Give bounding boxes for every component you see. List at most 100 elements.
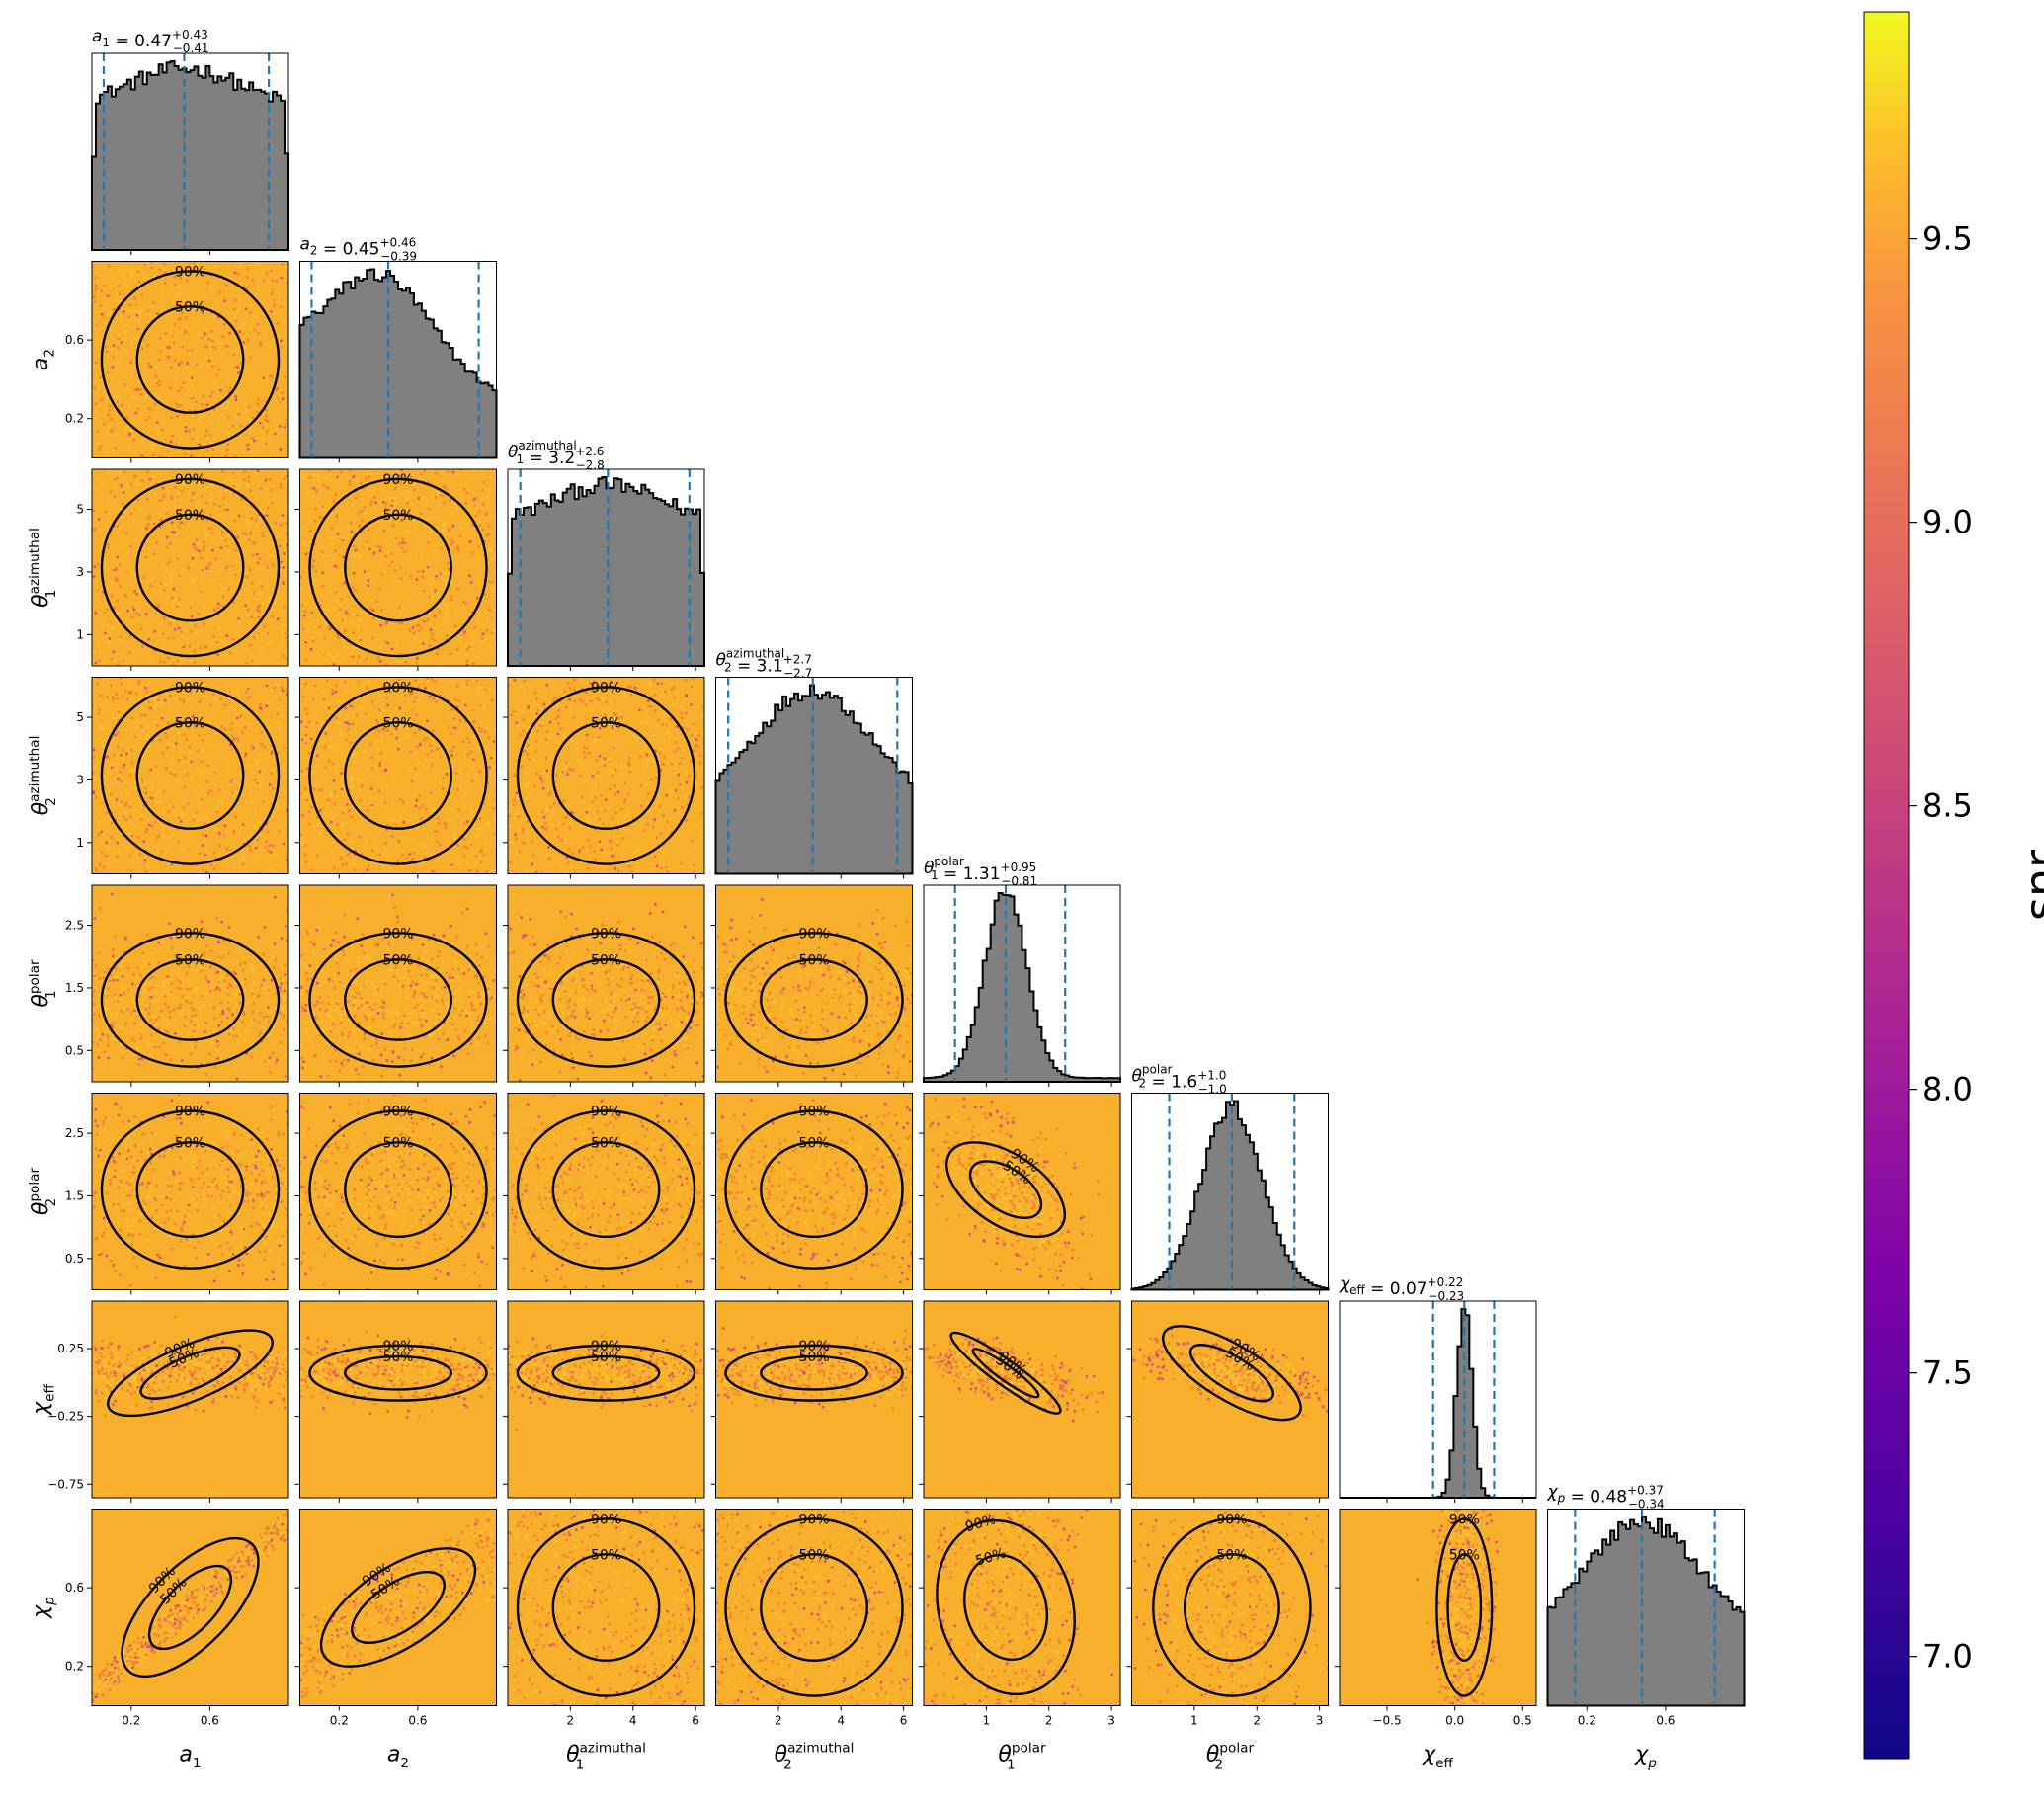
scatter-point [303,737,307,741]
scatter-point [255,525,259,528]
scatter-point [585,811,589,814]
scatter-point [492,765,496,768]
scatter-point [477,615,481,617]
scatter-point [159,519,162,523]
scatter-point [274,432,277,436]
scatter-point [492,692,496,696]
scatter-point [515,796,519,800]
scatter-point [264,478,268,482]
scatter-point [95,363,99,367]
scatter-point [247,532,251,535]
scatter-point [462,600,465,604]
scatter-point [323,508,327,512]
scatter-point [394,569,397,573]
title-minus: −2.7 [783,667,812,681]
scatter-point [284,973,286,976]
scatter-point [681,786,685,789]
scatter-point [700,774,704,778]
scatter-point [193,1024,197,1027]
scatter-point [131,982,134,986]
scatter-point [385,726,389,729]
scatter-point [329,736,333,740]
scatter-point [398,706,402,710]
scatter-point [487,525,491,529]
scatter-point [425,973,429,977]
scatter-point [187,802,190,806]
scatter-point [286,805,288,809]
scatter-point [402,592,406,596]
scatter-point [212,607,216,611]
scatter-point [345,527,349,531]
scatter-point [452,970,455,974]
scatter-point [221,595,225,599]
scatter-point [150,796,154,800]
scatter-point [133,388,137,392]
scatter-point [109,311,112,315]
scatter-point [359,540,362,544]
scatter-point [117,346,121,350]
scatter-point [124,986,128,990]
scatter-point [176,405,180,409]
scatter-point [343,913,347,916]
scatter-point [349,651,352,655]
scatter-point [97,853,100,857]
scatter-point [224,513,228,516]
contour-label: 90% [382,680,413,696]
scatter-point [200,789,204,793]
scatter-point [382,487,386,491]
scatter-point [470,811,473,815]
scatter-point [565,856,569,860]
scatter-point [212,503,216,506]
scatter-point [306,830,310,834]
scatter-point [493,817,497,821]
scatter-point [134,538,137,542]
scatter-point [245,995,249,998]
scatter-point [155,312,159,316]
scatter-point [167,810,170,814]
scatter-point [220,470,224,473]
scatter-point [242,478,246,482]
scatter-point [98,976,101,980]
scatter-point [422,592,426,595]
scatter-point [464,601,468,605]
scatter-point [406,501,410,505]
scatter-point [136,870,139,873]
scatter-point [110,821,114,825]
scatter-point [302,724,306,728]
scatter-point [276,711,280,715]
scatter-point [256,432,260,435]
scatter-point [417,957,420,960]
scatter-point [257,936,261,939]
scatter-point [332,866,336,869]
scatter-point [417,698,420,701]
scatter-point [362,999,366,1003]
scatter-point [595,759,599,762]
scatter-point [591,774,595,778]
scatter-point [330,688,334,692]
scatter-point [389,733,393,736]
scatter-point [171,434,175,438]
scatter-point [269,553,273,557]
scatter-point [120,404,123,408]
scatter-point [136,719,139,723]
scatter-point [377,729,381,733]
scatter-point [457,1037,461,1041]
scatter-point [165,568,169,572]
scatter-point [368,864,370,868]
scatter-point [478,726,481,730]
scatter-point [320,635,324,639]
scatter-point [221,985,225,988]
scatter-point [144,757,148,760]
scatter-point [133,969,136,972]
scatter-point [267,988,271,992]
panel-frame [507,677,705,874]
scatter-point [519,733,523,737]
scatter-point [268,783,272,787]
scatter-point [148,991,152,995]
scatter-point [414,679,417,683]
scatter-point [458,607,462,611]
scatter-point [431,598,435,602]
scatter-point [477,691,481,695]
scatter-point [200,556,203,560]
scatter-point [431,985,435,989]
